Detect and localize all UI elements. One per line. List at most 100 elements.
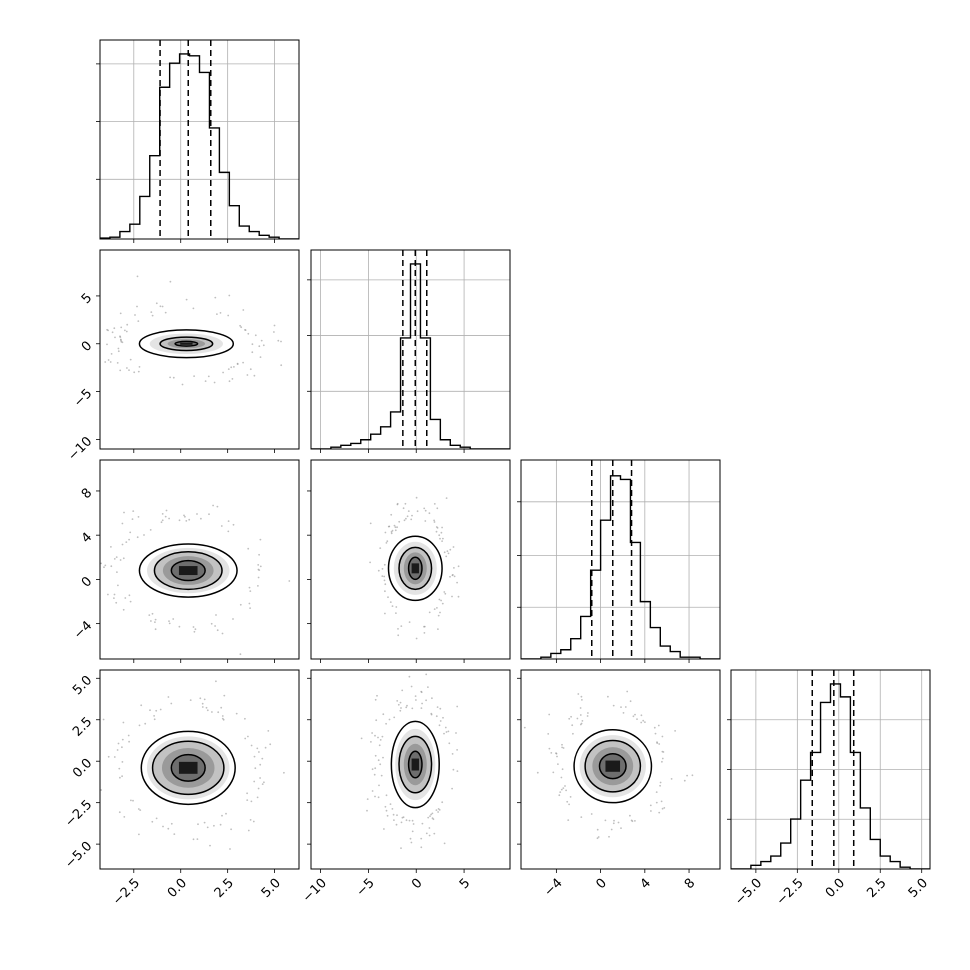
scatter-point [400, 847, 402, 849]
scatter-point [443, 842, 446, 845]
y-tick-label: 5.0 [70, 673, 95, 698]
scatter-point [439, 720, 442, 722]
scatter-point [261, 757, 264, 760]
scatter-point [642, 719, 645, 722]
scatter-point [221, 814, 223, 817]
scatter-point [144, 722, 147, 725]
x-tick-label: 2.5 [212, 876, 237, 901]
scatter-point [580, 816, 583, 818]
scatter-point [110, 546, 112, 548]
scatter-point [232, 523, 235, 526]
scatter-point [138, 366, 141, 368]
scatter-point [451, 753, 454, 755]
scatter-point [557, 763, 559, 765]
scatter-point [555, 752, 558, 755]
contour-line-1 [398, 735, 433, 794]
scatter-point [381, 568, 384, 570]
scatter-point [227, 368, 230, 370]
scatter-point [58, 350, 60, 352]
x-tick-label: 5.0 [906, 876, 931, 901]
scatter-point [686, 774, 688, 777]
scatter-point [122, 557, 125, 560]
y-tick-label: 0 [79, 574, 95, 590]
scatter-point [383, 575, 386, 578]
scatter-point [565, 789, 567, 792]
scatter-point [424, 520, 427, 522]
scatter-point [113, 597, 115, 599]
y-tick-label: 8 [79, 486, 95, 502]
scatter-point [222, 718, 225, 721]
scatter-point [423, 507, 426, 510]
scatter-point [661, 760, 663, 763]
scatter-point [129, 600, 132, 603]
density-peak [411, 563, 419, 574]
scatter-point [436, 706, 439, 708]
scatter-point [415, 637, 418, 640]
scatter-point [421, 822, 424, 825]
histogram-3 [731, 683, 930, 869]
panel-3-0 [96, 669, 300, 873]
scatter-point [239, 324, 242, 327]
scatter-point [579, 707, 582, 709]
scatter-point [137, 516, 140, 518]
scatter-point [402, 507, 405, 510]
scatter-point [433, 832, 436, 835]
scatter-point [395, 606, 398, 608]
contour-line-0 [138, 543, 238, 598]
scatter-point [121, 341, 124, 344]
scatter-point [193, 375, 196, 377]
panel-3-2 [517, 669, 721, 873]
scatter-point [116, 749, 119, 751]
scatter-point [523, 726, 526, 729]
scatter-point [185, 298, 188, 301]
scatter-point [411, 707, 414, 710]
scatter-point [393, 524, 396, 527]
scatter-point [620, 827, 622, 829]
scatter-point [392, 813, 395, 816]
scatter-point [445, 497, 448, 499]
scatter-point [247, 332, 250, 335]
scatter-point [430, 813, 432, 816]
scatter-point [456, 705, 459, 708]
scatter-point [247, 735, 249, 738]
scatter-point [378, 784, 380, 787]
scatter-point [453, 575, 456, 578]
panel-3-1 [307, 669, 511, 873]
scatter-point [253, 780, 256, 783]
scatter-point [398, 520, 401, 523]
scatter-point [283, 771, 285, 774]
scatter-point [150, 620, 152, 622]
x-tick-label: 5 [457, 876, 473, 892]
scatter-point [560, 788, 563, 791]
panel-1-0 [58, 249, 300, 453]
scatter-point [445, 555, 448, 558]
scatter-point [219, 312, 222, 314]
scatter-point [128, 594, 131, 597]
scatter-point [390, 531, 393, 533]
scatter-point [136, 536, 139, 539]
scatter-point [561, 768, 564, 771]
scatter-point [439, 537, 441, 540]
scatter-point [126, 367, 128, 369]
scatter-point [164, 311, 167, 314]
scatter-point [371, 768, 374, 771]
panel-frame [99, 39, 300, 240]
scatter-point [374, 698, 377, 701]
scatter-point [580, 695, 583, 698]
x-tick-label: 2.5 [864, 876, 889, 901]
histogram-0 [100, 53, 299, 239]
scatter-point [556, 755, 558, 758]
scatter-point [405, 819, 408, 822]
density-peak [411, 758, 419, 771]
scatter-point [636, 718, 638, 720]
scatter-point [216, 629, 219, 632]
scatter-point [445, 731, 448, 733]
scatter-point [256, 747, 259, 750]
scatter-point [566, 800, 569, 803]
scatter-point [383, 828, 385, 830]
scatter-point [449, 575, 451, 578]
scatter-point [400, 625, 403, 627]
scatter-point [258, 345, 261, 348]
scatter-point [220, 706, 223, 709]
scatter-point [151, 314, 154, 317]
